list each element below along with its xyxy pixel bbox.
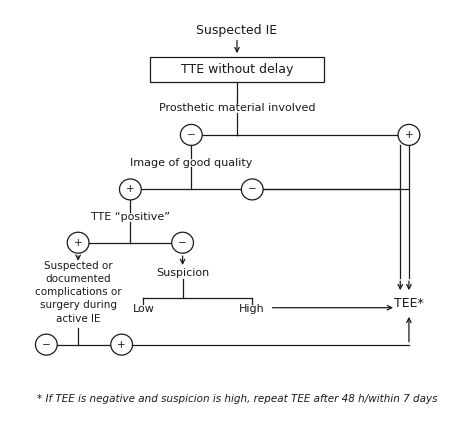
Text: +: + [74, 238, 82, 248]
Text: −: − [248, 184, 256, 194]
Circle shape [398, 125, 420, 145]
Circle shape [67, 232, 89, 253]
Text: −: − [178, 238, 187, 248]
Text: −: − [42, 340, 51, 350]
Text: Suspected or
documented
complications or
surgery during
active IE: Suspected or documented complications or… [35, 261, 121, 323]
Text: TTE without delay: TTE without delay [181, 63, 293, 76]
Text: Prosthetic material involved: Prosthetic material involved [159, 103, 315, 113]
Circle shape [241, 179, 263, 200]
Text: TTE “positive”: TTE “positive” [91, 212, 170, 222]
Circle shape [181, 125, 202, 145]
Circle shape [172, 232, 193, 253]
Text: TEE*: TEE* [394, 297, 424, 310]
Text: Low: Low [132, 303, 155, 314]
Text: +: + [405, 130, 413, 140]
Text: Suspected IE: Suspected IE [196, 23, 278, 37]
Text: +: + [118, 340, 126, 350]
Circle shape [36, 334, 57, 355]
Text: Suspicion: Suspicion [156, 268, 209, 278]
FancyBboxPatch shape [150, 57, 324, 82]
Text: * If TEE is negative and suspicion is high, repeat TEE after 48 h/within 7 days: * If TEE is negative and suspicion is hi… [37, 394, 437, 404]
Circle shape [119, 179, 141, 200]
Text: High: High [239, 303, 265, 314]
Text: −: − [187, 130, 196, 140]
Text: +: + [126, 184, 135, 194]
Text: Image of good quality: Image of good quality [130, 158, 253, 168]
Circle shape [111, 334, 133, 355]
